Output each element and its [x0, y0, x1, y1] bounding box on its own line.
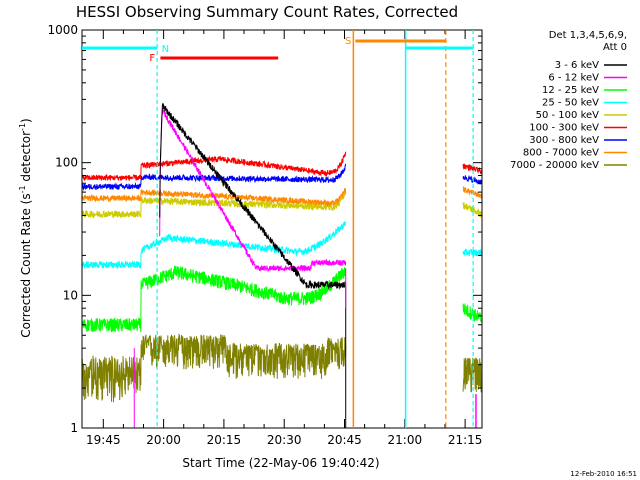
legend-entry-label: 100 - 300 keV	[529, 123, 599, 134]
x-tick-label: 20:45	[327, 433, 362, 447]
chart-title: HESSI Observing Summary Count Rates, Cor…	[76, 3, 458, 21]
x-tick-label: 20:30	[267, 433, 302, 447]
series-line-25to50keV	[81, 221, 483, 269]
series-line-800to7000keV	[81, 185, 483, 208]
legend-header-line: Det 1,3,4,5,6,9,	[549, 30, 627, 41]
series-line-3to6keV	[159, 102, 347, 290]
x-tick-label: 20:00	[146, 433, 181, 447]
plot-area	[81, 102, 483, 428]
y-tick-label: 100	[55, 156, 78, 170]
legend-header-line: Att 0	[603, 42, 627, 53]
series-line-6to12keV	[159, 107, 347, 273]
series-line-12to25keV	[81, 265, 483, 333]
y-axis-label: Corrected Count Rate (s-1 detector-1)	[18, 118, 33, 337]
series-line-300to800keV	[81, 163, 483, 191]
legend-entry-label: 25 - 50 keV	[542, 98, 599, 109]
y-tick-label: 1000	[47, 23, 78, 37]
series-line-7000to20000keV	[81, 333, 483, 403]
legend-entry-label: 300 - 800 keV	[529, 135, 599, 146]
legend: Det 1,3,4,5,6,9,Att 0 3 - 6 keV 6 - 12 keV…	[510, 30, 627, 171]
x-tick-label: 21:15	[448, 433, 483, 447]
legend-entry-label: 3 - 6 keV	[555, 60, 599, 71]
x-axis-label: Start Time (22-May-06 19:40:42)	[182, 456, 379, 470]
x-tick-label: 20:15	[207, 433, 242, 447]
y-tick-label: 1	[70, 421, 78, 435]
series-line-100to300keV	[81, 151, 483, 181]
legend-entry-label: 6 - 12 keV	[548, 73, 599, 84]
x-tick-label: 19:45	[86, 433, 121, 447]
svg-text:Corrected Count Rate (s-1 dete: Corrected Count Rate (s-1 detector-1)	[18, 118, 33, 337]
y-tick-label: 10	[63, 288, 78, 302]
annotation-label-s: S	[345, 36, 351, 47]
plot-frame	[81, 29, 483, 429]
tick-labels: 1 10 100 1000 19:45 20:00 20:15 20:30 20:45 21:00…	[47, 23, 482, 447]
legend-entry-label: 50 - 100 keV	[536, 110, 600, 121]
legend-entry-label: 800 - 7000 keV	[523, 148, 599, 159]
x-tick-label: 21:00	[388, 433, 423, 447]
annotations: FN S	[82, 30, 474, 428]
legend-entry-label: 7000 - 20000 keV	[510, 160, 599, 171]
axis-ticks	[81, 29, 483, 429]
legend-entry-label: 12 - 25 keV	[542, 85, 599, 96]
annotation-label-n: N	[162, 44, 169, 55]
footer-date: 12-Feb-2010 16:51	[570, 470, 637, 478]
annotation-label-f: F	[149, 53, 155, 64]
